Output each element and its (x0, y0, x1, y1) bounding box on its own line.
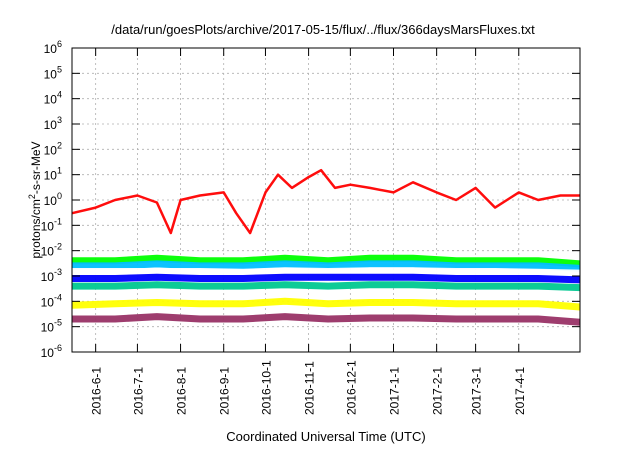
y-tick-label-exp: 1 (57, 166, 62, 176)
x-tick-label: 2016-6-1 (90, 367, 104, 415)
x-tick-label: 2016-11-1 (303, 361, 317, 415)
y-axis-label-sup: 2 (27, 194, 37, 199)
y-tick-label-base: 10 (41, 346, 55, 360)
y-axis-label: protons/cm2-s-sr-MeV (27, 141, 43, 258)
y-tick-label-base: 10 (44, 143, 58, 157)
x-tick-label: 2017-4-1 (513, 367, 527, 415)
y-tick-label-base: 10 (44, 118, 58, 132)
y-tick-label-base: 10 (41, 245, 55, 259)
y-tick-label-exp: -6 (54, 343, 62, 353)
y-tick-label-base: 10 (41, 321, 55, 335)
y-axis-label-suffix: -s-sr-MeV (29, 141, 43, 194)
y-tick-label: 10-4 (41, 292, 62, 309)
series-line-3 (72, 260, 581, 272)
series-line-2 (72, 254, 581, 268)
y-tick-label-base: 10 (44, 169, 58, 183)
x-axis-ticks: 2016-6-1 2016-7-1 2016-8-1 2016-9-1 2016-10-… (90, 48, 527, 415)
y-tick-label-exp: 2 (57, 140, 62, 150)
x-tick-label: 2017-2-1 (431, 367, 445, 415)
x-tick-label: 2017-1-1 (388, 367, 402, 415)
y-tick-label: 10-6 (41, 343, 62, 360)
y-tick-label-exp: -4 (54, 292, 62, 302)
series-line-7 (71, 297, 581, 311)
x-tick-label: 2016-12-1 (344, 360, 358, 415)
y-tick-label-exp: 0 (57, 191, 62, 201)
y-tick-label: 10-5 (41, 318, 62, 335)
y-tick-label-base: 10 (44, 93, 58, 107)
y-tick-label-exp: -3 (54, 267, 62, 277)
y-tick-label: 10-2 (41, 242, 62, 259)
y-axis-ticks: 10-610-510-410-310-210-11001011021031041… (41, 39, 580, 360)
y-tick-label-base: 10 (44, 42, 58, 56)
y-tick-label-base: 10 (44, 67, 58, 81)
y-tick-label-exp: 4 (57, 90, 62, 100)
y-tick-label-base: 10 (41, 295, 55, 309)
series-line-8 (72, 313, 581, 326)
y-axis-label-prefix: protons/cm (29, 199, 43, 258)
chart-title: /data/run/goesPlots/archive/2017-05-15/f… (111, 22, 535, 37)
series-line-6 (72, 281, 581, 292)
x-tick-label: 2016-7-1 (131, 367, 145, 415)
y-tick-label-base: 10 (44, 194, 58, 208)
y-tick-label: 102 (44, 140, 62, 157)
y-tick-label-exp: 5 (57, 64, 62, 74)
x-axis-label: Coordinated Universal Time (UTC) (226, 429, 425, 444)
x-tick-label: 2016-8-1 (175, 367, 189, 415)
y-tick-label: 104 (44, 90, 62, 107)
y-tick-label-base: 10 (41, 219, 55, 233)
grid-lines (72, 48, 580, 352)
y-tick-label-base: 10 (41, 270, 55, 284)
y-tick-label: 103 (44, 115, 62, 132)
y-tick-label-exp: -2 (54, 242, 62, 252)
y-tick-label: 106 (44, 39, 62, 56)
series-line-4 (72, 267, 581, 277)
y-tick-label: 105 (44, 64, 62, 81)
y-tick-label-exp: 6 (57, 39, 62, 49)
y-tick-label-exp: 3 (57, 115, 62, 125)
y-tick-label-exp: -1 (54, 216, 62, 226)
y-tick-label: 101 (44, 166, 62, 183)
y-tick-label: 10-1 (41, 216, 62, 233)
series-group (71, 168, 581, 326)
y-tick-label: 10-3 (41, 267, 62, 284)
x-tick-label: 2017-3-1 (470, 367, 484, 415)
x-tick-label: 2016-10-1 (259, 360, 273, 415)
series-line-5 (72, 273, 581, 284)
series-line-1 (71, 168, 580, 235)
y-tick-label: 100 (44, 191, 62, 208)
y-tick-label-exp: -5 (54, 318, 62, 328)
x-tick-label: 2016-9-1 (218, 367, 232, 415)
